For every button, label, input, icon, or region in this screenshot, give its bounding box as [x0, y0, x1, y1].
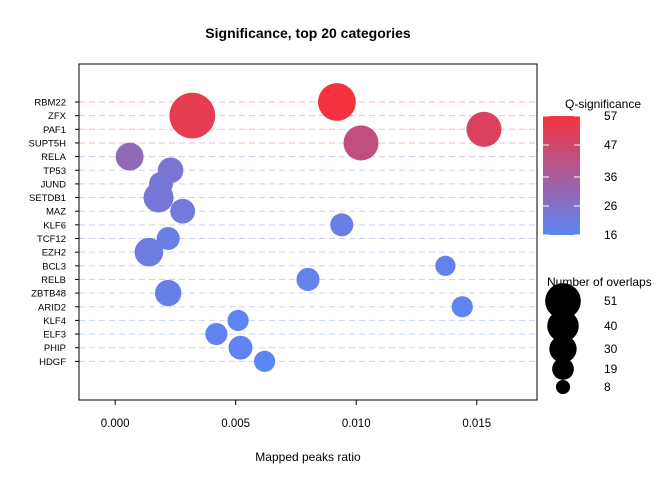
color-legend-title: Q-significance	[565, 97, 641, 111]
size-legend-label: 51	[604, 294, 618, 308]
point-klf6	[330, 213, 354, 237]
category-label: ZBTB48	[31, 289, 66, 300]
category-label: ZFX	[48, 111, 67, 122]
category-label: TP53	[43, 166, 66, 177]
category-label: ARID2	[38, 302, 66, 313]
point-maz	[170, 198, 196, 224]
category-label: RBM22	[34, 98, 66, 109]
size-legend-label: 19	[604, 362, 618, 376]
category-label: PHIP	[44, 343, 66, 354]
point-rela	[115, 142, 144, 171]
color-legend: Q-significance 57 47 36 26 16	[543, 97, 641, 242]
points	[115, 83, 502, 372]
color-legend-label: 57	[604, 109, 618, 123]
color-legend-label: 47	[604, 138, 618, 152]
point-zfx	[169, 92, 216, 139]
x-tick-label: 0.010	[342, 418, 371, 430]
size-legend-circle	[549, 335, 577, 363]
size-legend-circle	[555, 379, 571, 395]
color-legend-label: 26	[604, 199, 618, 213]
chart-title: Significance, top 20 categories	[205, 25, 411, 41]
category-label: EZH2	[42, 248, 66, 259]
category-label: KLF6	[43, 220, 66, 231]
category-labels: RBM22 ZFX PAF1 SUPT5H RELA TP53 JUND SETDB1 MAZ K…	[29, 98, 79, 368]
size-legend-circle	[552, 358, 574, 380]
point-zbtb48	[154, 279, 182, 307]
category-label: RELB	[41, 275, 66, 286]
category-label: BCL3	[42, 261, 66, 272]
x-axis: 0.000 0.005 0.010 0.015	[101, 400, 491, 430]
x-tick-label: 0.005	[221, 418, 250, 430]
point-klf4	[227, 309, 249, 332]
point-arid2	[451, 296, 473, 318]
size-legend-title: Number of overlaps	[547, 275, 652, 289]
category-label: MAZ	[46, 207, 66, 218]
gridlines	[79, 101, 537, 362]
category-label: ELF3	[43, 330, 66, 341]
category-label: TCF12	[37, 234, 66, 245]
size-legend-circle	[547, 310, 579, 342]
point-ezh2	[134, 237, 164, 267]
point-relb	[296, 267, 320, 291]
size-legend-label: 8	[604, 380, 611, 394]
point-hdgf	[253, 350, 276, 372]
x-axis-label: Mapped peaks ratio	[255, 450, 361, 464]
point-paf1	[466, 111, 502, 147]
x-tick-label: 0.000	[101, 418, 130, 430]
point-bcl3	[435, 255, 456, 276]
category-label: SETDB1	[29, 193, 66, 204]
size-legend-circle	[545, 283, 581, 319]
plot-frame	[78, 63, 538, 401]
color-legend-label: 16	[604, 228, 618, 242]
category-label: PAF1	[43, 125, 66, 136]
size-legend-label: 40	[604, 319, 618, 333]
point-elf3	[205, 322, 228, 346]
color-legend-bar	[543, 116, 580, 235]
color-legend-label: 36	[604, 170, 618, 184]
category-label: HDGF	[39, 357, 66, 368]
category-label: SUPT5H	[29, 138, 67, 149]
category-label: RELA	[41, 152, 66, 163]
x-tick-label: 0.015	[462, 418, 491, 430]
point-phip	[228, 335, 253, 360]
size-legend-label: 30	[604, 342, 618, 356]
size-legend: Number of overlaps 51 40 30 19 8	[545, 275, 652, 395]
point-supt5h	[343, 125, 379, 161]
point-rbm22	[317, 83, 356, 121]
category-label: JUND	[41, 179, 66, 190]
point-jund	[148, 171, 173, 196]
point-tcf12	[156, 226, 180, 251]
category-label: KLF4	[43, 316, 66, 327]
